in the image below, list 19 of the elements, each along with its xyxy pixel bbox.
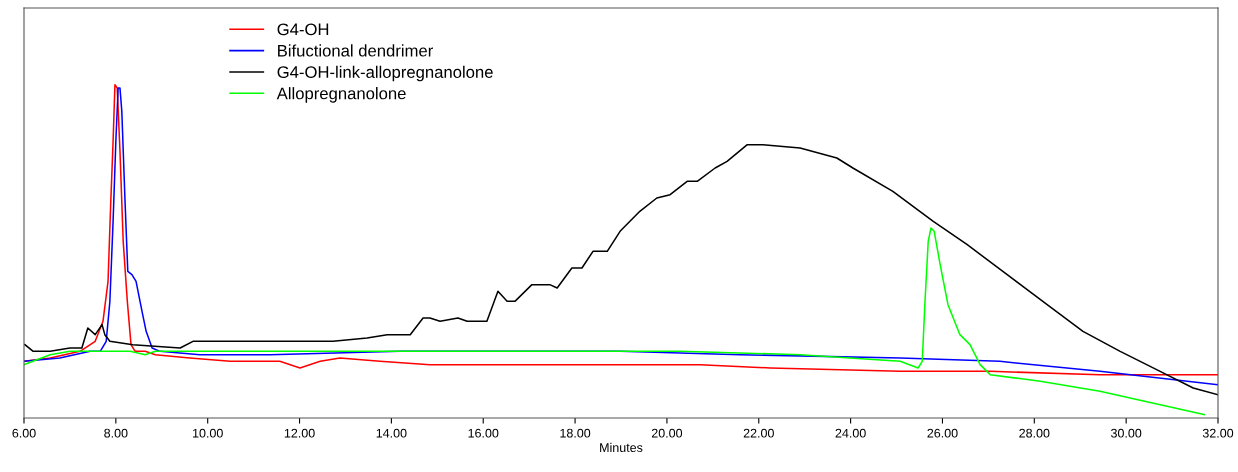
legend-label: Allopregnanolone: [276, 87, 406, 103]
x-tick-label: 8.00: [104, 428, 128, 438]
x-axis-title: Minutes: [600, 442, 643, 453]
legend-label: Bifuctional dendrimer: [278, 44, 433, 57]
x-tick-label: 30.00: [1110, 428, 1142, 438]
x-tick-label: 6.00: [12, 428, 36, 438]
x-tick-label: 18.00: [560, 428, 591, 438]
legend-label: G4-OH: [277, 23, 329, 36]
legend-label: G4-OH-link-allopregnanolone: [277, 65, 493, 82]
x-tick-label: 24.00: [835, 428, 866, 438]
x-tick-label: 32.00: [1202, 428, 1234, 438]
x-tick-label: 28.00: [1019, 428, 1050, 438]
x-tick-label: 14.00: [376, 428, 407, 438]
x-tick-label: 10.00: [193, 428, 223, 438]
x-tick-label: 16.00: [468, 428, 499, 438]
x-tick-label: 12.00: [284, 428, 315, 438]
x-tick-label: 26.00: [927, 428, 958, 438]
x-tick-label: 20.00: [651, 428, 683, 438]
x-tick-label: 22.00: [743, 428, 774, 438]
